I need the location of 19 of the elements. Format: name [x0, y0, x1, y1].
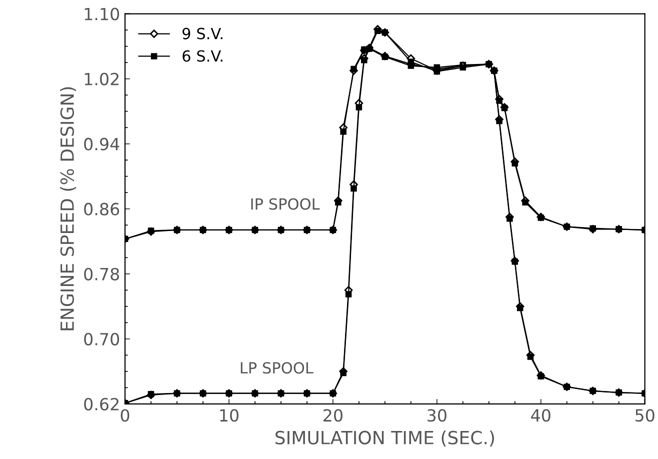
- annotation: LP SPOOL: [240, 362, 314, 374]
- x-tick-label: 40: [531, 409, 550, 422]
- y-tick-label: 0.62: [84, 398, 118, 410]
- x-tick-label: 10: [220, 409, 238, 422]
- x-axis-title: SIMULATION TIME (SEC.): [276, 430, 494, 447]
- x-tick-label: 0: [120, 409, 130, 422]
- legend-label: 6 S.V.: [182, 50, 222, 62]
- annotation: IP SPOOL: [251, 198, 320, 210]
- y-tick-label: 0.86: [84, 202, 120, 216]
- y-axis-title: ENGINE SPEED (% DESIGN): [60, 87, 76, 330]
- x-tick-label: 50: [636, 409, 654, 422]
- x-tick-label: 20: [324, 409, 342, 422]
- legend-label: 9 S.V.: [182, 28, 222, 40]
- y-tick-label: 0.78: [84, 268, 120, 280]
- x-tick-label: 30: [428, 409, 446, 422]
- y-tick-label: 1.10: [84, 8, 120, 20]
- y-tick-label: 0.70: [84, 332, 120, 346]
- y-tick-label: 0.94: [84, 138, 120, 150]
- y-tick-label: 1.02: [84, 72, 118, 86]
